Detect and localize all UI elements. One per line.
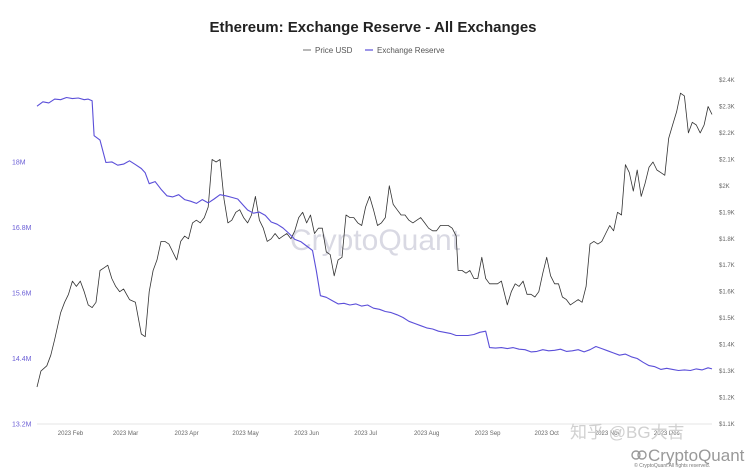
- right-tick-label: $2.1K: [719, 157, 735, 163]
- x-tick-label: 2023 Nov: [595, 431, 621, 437]
- left-tick-label: 18M: [12, 159, 26, 166]
- x-tick-label: 2023 Feb: [58, 431, 84, 437]
- x-tick-label: 2023 Mar: [113, 431, 138, 437]
- series-line-price[interactable]: [36, 92, 713, 388]
- overlay-watermark: 知乎 @BG大吉: [570, 423, 685, 442]
- right-tick-label: $2K: [719, 184, 730, 190]
- chart-title: Ethereum: Exchange Reserve - All Exchang…: [209, 19, 536, 36]
- legend-label-price[interactable]: Price USD: [315, 46, 353, 55]
- x-tick-label: 2023 Aug: [414, 431, 439, 437]
- left-axis: 13.2M 14.4M 15.6M 16.8M 18M: [12, 159, 32, 428]
- series-line-reserve[interactable]: [36, 96, 713, 372]
- x-tick-label: 2023 Dec: [654, 431, 680, 437]
- left-tick-label: 15.6M: [12, 290, 32, 297]
- x-tick-label: 2023 Sep: [475, 431, 501, 437]
- brand-logo-icon: [631, 450, 641, 460]
- brand-logo-text: CryptoQuant: [648, 446, 745, 465]
- right-tick-label: $1.4K: [719, 343, 735, 349]
- brand-logo-icon-ring: [637, 450, 647, 460]
- legend-label-reserve[interactable]: Exchange Reserve: [377, 46, 445, 55]
- x-axis: 2023 Feb 2023 Mar 2023 Apr 2023 May 2023 Jun…: [58, 431, 680, 437]
- x-tick-label: 2023 Oct: [535, 431, 560, 437]
- left-tick-label: 14.4M: [12, 356, 32, 363]
- right-tick-label: $1.8K: [719, 237, 735, 243]
- right-tick-label: $2.4K: [719, 78, 735, 84]
- x-tick-label: 2023 Apr: [175, 431, 199, 437]
- right-tick-label: $1.2K: [719, 396, 735, 402]
- copyright: © CryptoQuant All rights reserved.: [634, 462, 710, 469]
- right-tick-label: $1.5K: [719, 316, 735, 322]
- left-tick-label: 16.8M: [12, 225, 32, 232]
- x-tick-label: 2023 May: [232, 431, 258, 437]
- brand-logo: CryptoQuant: [631, 446, 745, 465]
- right-tick-label: $1.9K: [719, 210, 735, 216]
- right-tick-label: $1.3K: [719, 369, 735, 375]
- watermark: CryptoQuant: [290, 224, 461, 257]
- right-tick-label: $1.6K: [719, 290, 735, 296]
- legend[interactable]: Price USD Exchange Reserve: [303, 46, 445, 55]
- x-tick-label: 2023 Jun: [294, 431, 319, 437]
- right-axis: $1.1K $1.2K $1.3K $1.4K $1.5K $1.6K $1.7K $1.8K…: [719, 78, 735, 428]
- right-tick-label: $1.7K: [719, 263, 735, 269]
- right-tick-label: $2.3K: [719, 104, 735, 110]
- x-tick-label: 2023 Jul: [354, 431, 377, 437]
- left-tick-label: 13.2M: [12, 422, 32, 429]
- right-tick-label: $2.2K: [719, 131, 735, 137]
- right-tick-label: $1.1K: [719, 422, 735, 428]
